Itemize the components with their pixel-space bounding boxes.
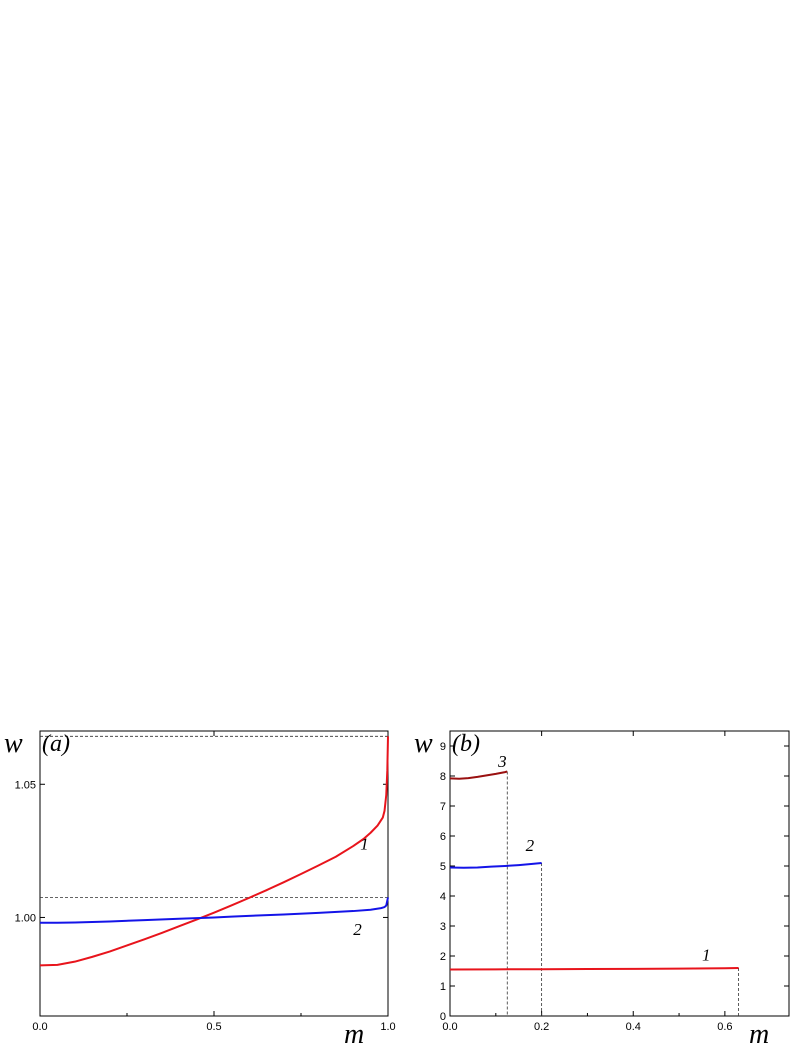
panel-b-series-3-line	[449, 770, 508, 780]
panel-a-curve-label: 1	[360, 835, 369, 854]
panel-b-x-tick-label: 0.0	[442, 1021, 457, 1033]
panel-b: 0.0 0.2 0.4 0.6 0 1 2 3 4 5 6 7 8 9 1 2 3 w (b) m	[414, 728, 790, 1050]
panel-a-series-2-line	[40, 897, 389, 924]
panel-b-x-tick-label: 0.4	[626, 1021, 641, 1033]
panel-b-curve-label: 3	[497, 752, 507, 771]
panel-a-y-tick-label: 1.05	[15, 779, 36, 791]
panel-b-y-tick-label: 5	[440, 861, 446, 873]
panel-a-x-tick-label: 0.0	[32, 1021, 47, 1033]
panel-b-y-tick-label: 7	[440, 801, 446, 813]
panel-a-y-axis-label: w	[4, 728, 23, 759]
panel-a-y-tick-label: 1.00	[15, 912, 36, 924]
panel-b-series-1-line	[449, 967, 739, 971]
panel-b-y-tick-label: 3	[440, 921, 446, 933]
panel-b-y-axis-label: w	[414, 728, 433, 759]
panel-b-y-tick-label: 0	[440, 1011, 446, 1023]
panel-b-curve-label: 1	[702, 946, 711, 965]
panel-a-x-tick-label: 1.0	[380, 1021, 395, 1033]
panel-a: 0.0 0.5 1.0 1.00 1.05 1 2 w (a) m	[4, 728, 396, 1050]
panel-b-y-tick-label: 4	[440, 891, 446, 903]
panel-b-y-tick-label: 6	[440, 831, 446, 843]
panel-b-curve-label: 2	[526, 836, 535, 855]
panel-b-y-tick-label: 8	[440, 771, 446, 783]
panel-b-y-tick-label: 2	[440, 951, 446, 963]
panel-b-panel-label: (b)	[452, 731, 480, 757]
panel-a-frame	[39, 730, 389, 1017]
panel-b-x-tick-label: 0.6	[717, 1021, 732, 1033]
panel-b-series-2-line	[449, 862, 542, 869]
panel-a-series-1-line	[39, 736, 389, 967]
panel-b-x-axis-label: m	[749, 1019, 769, 1050]
panel-a-x-axis-label: m	[344, 1019, 364, 1050]
panel-b-frame	[449, 730, 790, 1017]
panel-b-y-tick-label: 1	[440, 981, 446, 993]
panel-b-y-tick-label: 9	[440, 741, 446, 753]
panel-b-x-tick-label: 0.2	[534, 1021, 549, 1033]
panel-a-panel-label: (a)	[42, 731, 70, 757]
panel-a-x-tick-label: 0.5	[206, 1021, 221, 1033]
panel-a-curve-label: 2	[353, 920, 362, 939]
